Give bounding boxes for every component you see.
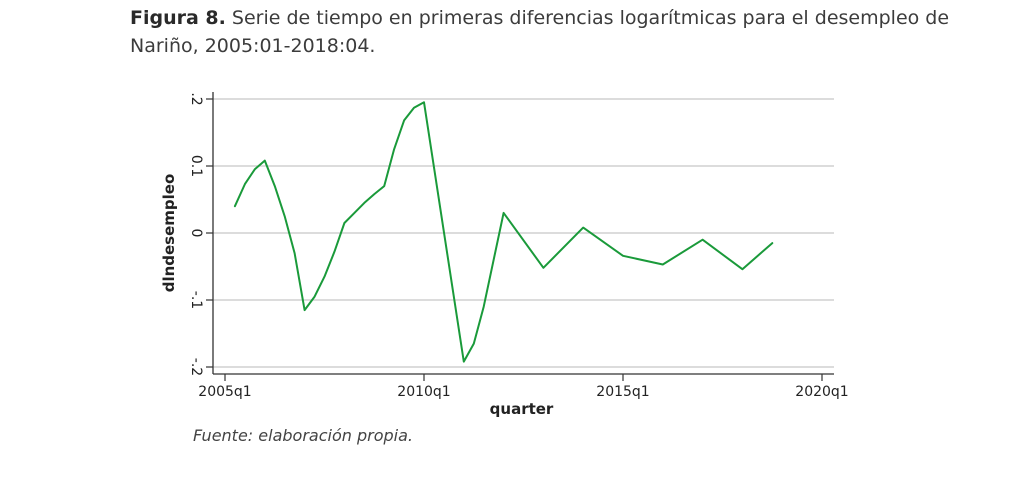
tick-marks: -.2 -.1 0 0.1 .2 2005q1 2010q1 2015q1 2020q1 [188,92,849,400]
figure-caption-text: Serie de tiempo en primeras diferencias … [130,7,950,57]
y-tick-label-1: -.1 [188,291,204,309]
figure-label: Figura 8. [130,7,226,29]
gridlines [213,98,834,368]
y-tick-label-2: 0 [188,229,204,238]
source-note: Fuente: elaboración propia. [193,426,413,445]
y-tick-label-3: 0.1 [188,155,204,177]
y-tick-label-4: .2 [188,92,204,105]
series-line-0 [233,101,774,363]
figure-caption: Figura 8. Serie de tiempo en primeras di… [130,4,1010,60]
series-layer [233,101,774,363]
y-tick-label-0: -.2 [188,358,204,376]
x-tick-label-0: 2005q1 [198,384,251,400]
x-axis-title: quarter [490,400,554,418]
x-tick-label-1: 2010q1 [397,384,450,400]
y-axis-title: dlndesempleo [160,174,178,293]
x-tick-label-2: 2015q1 [596,384,649,400]
x-tick-label-3: 2020q1 [795,384,848,400]
